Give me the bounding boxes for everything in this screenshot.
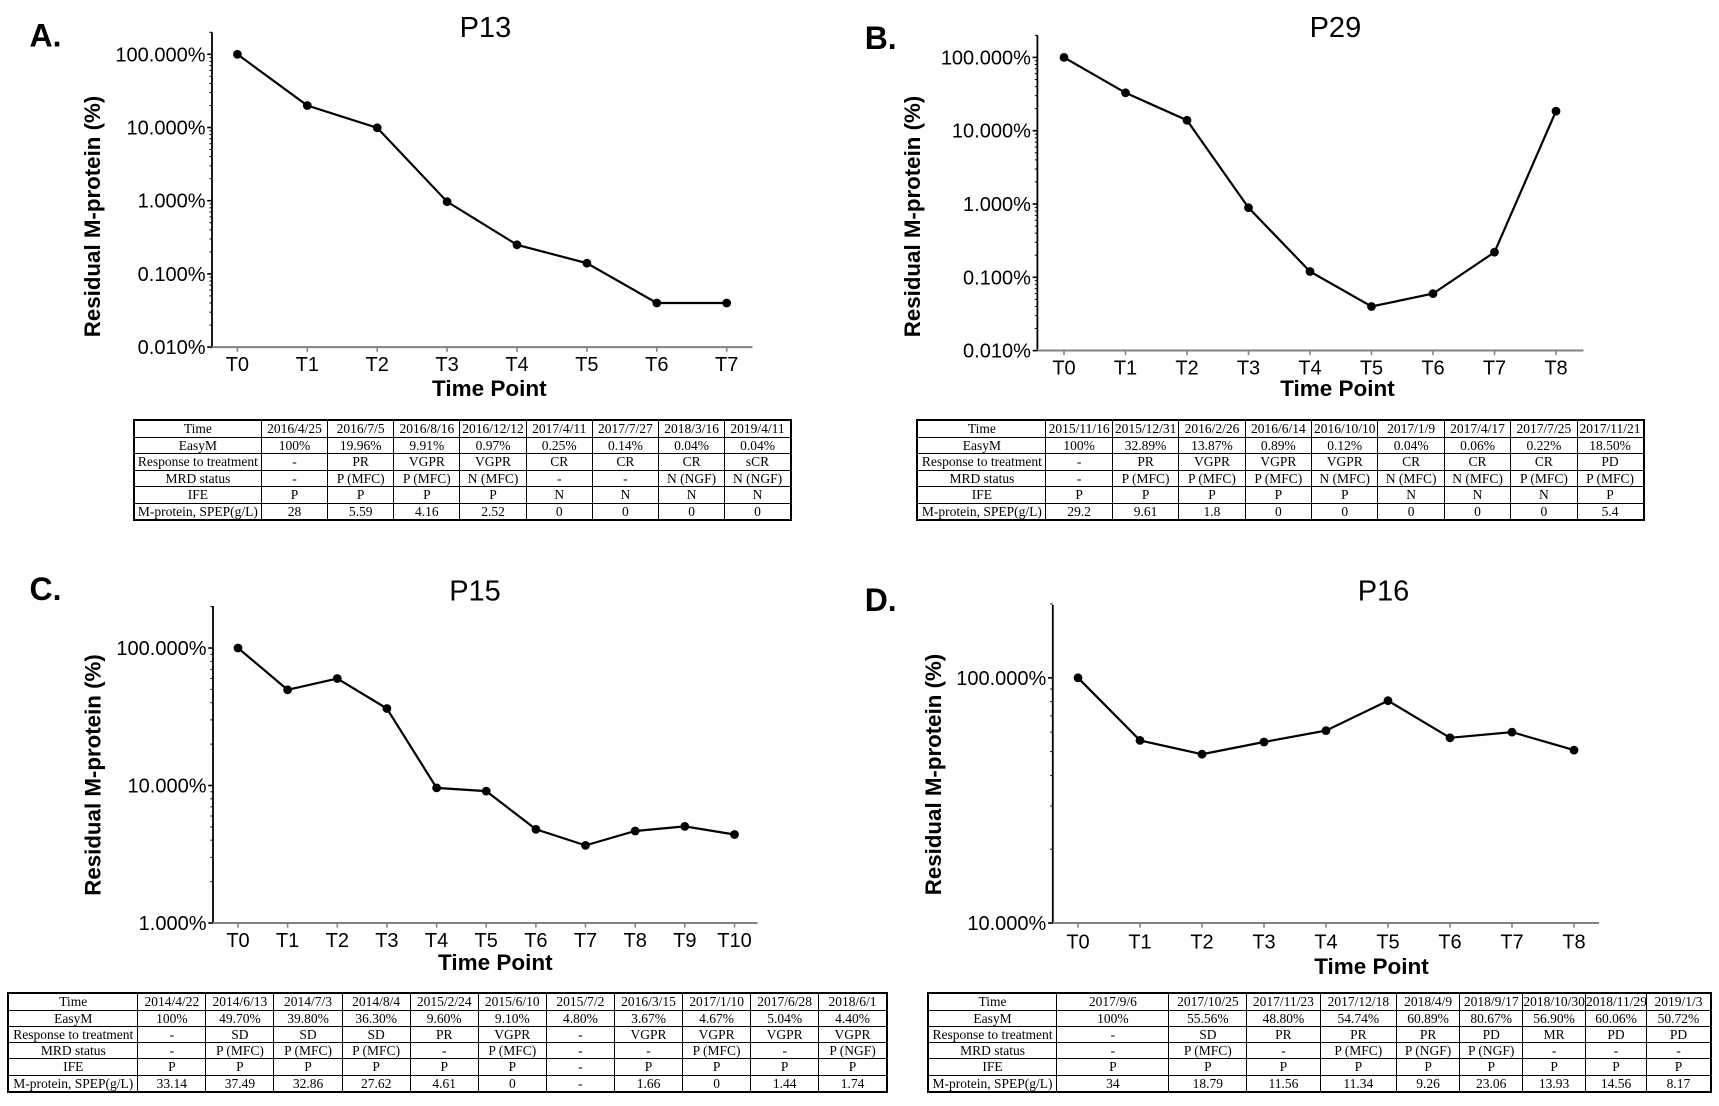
svg-text:T8: T8: [624, 930, 647, 952]
svg-text:1.000%: 1.000%: [138, 191, 206, 213]
svg-text:Residual M-protein (%): Residual M-protein (%): [81, 654, 106, 896]
svg-text:T7: T7: [1483, 357, 1506, 379]
svg-text:T2: T2: [326, 930, 349, 952]
svg-text:T8: T8: [1562, 932, 1585, 954]
svg-text:0.100%: 0.100%: [138, 264, 206, 286]
svg-text:T5: T5: [1360, 357, 1383, 379]
svg-text:Time Point: Time Point: [438, 950, 553, 975]
svg-text:T6: T6: [1438, 932, 1461, 954]
svg-text:10.000%: 10.000%: [127, 118, 206, 140]
svg-text:1.000%: 1.000%: [139, 913, 207, 935]
svg-text:10.000%: 10.000%: [967, 913, 1046, 935]
svg-text:100.000%: 100.000%: [956, 668, 1046, 690]
svg-text:T5: T5: [1376, 932, 1399, 954]
svg-text:P16: P16: [1358, 576, 1410, 608]
svg-text:T0: T0: [226, 930, 249, 952]
svg-text:T7: T7: [574, 930, 597, 952]
svg-text:T2: T2: [366, 354, 389, 376]
svg-text:T1: T1: [276, 930, 299, 952]
svg-text:T4: T4: [425, 930, 448, 952]
svg-text:T4: T4: [1314, 932, 1337, 954]
svg-text:0.010%: 0.010%: [138, 337, 206, 359]
svg-text:T9: T9: [673, 930, 696, 952]
svg-text:T4: T4: [505, 354, 528, 376]
svg-text:T5: T5: [475, 930, 498, 952]
svg-text:Residual M-protein (%): Residual M-protein (%): [80, 96, 105, 338]
svg-text:100.000%: 100.000%: [115, 44, 205, 66]
svg-text:T1: T1: [1114, 357, 1137, 379]
svg-text:T1: T1: [1128, 932, 1151, 954]
svg-text:T0: T0: [1066, 932, 1089, 954]
svg-text:Time Point: Time Point: [432, 376, 547, 401]
svg-text:100.000%: 100.000%: [116, 638, 206, 660]
svg-text:1.000%: 1.000%: [963, 194, 1031, 216]
svg-text:T4: T4: [1298, 357, 1321, 379]
svg-text:T6: T6: [1421, 357, 1444, 379]
svg-text:T5: T5: [575, 354, 598, 376]
svg-text:T10: T10: [717, 930, 751, 952]
svg-text:T2: T2: [1175, 357, 1198, 379]
svg-text:10.000%: 10.000%: [952, 121, 1031, 143]
svg-text:0.100%: 0.100%: [963, 267, 1031, 289]
svg-text:T1: T1: [296, 354, 319, 376]
svg-text:T3: T3: [435, 354, 458, 376]
svg-text:T6: T6: [645, 354, 668, 376]
svg-text:T3: T3: [1237, 357, 1260, 379]
svg-text:A.: A.: [30, 18, 62, 54]
svg-text:T7: T7: [715, 354, 738, 376]
svg-text:C.: C.: [30, 571, 62, 607]
svg-text:D.: D.: [865, 582, 897, 618]
svg-text:T8: T8: [1544, 357, 1567, 379]
svg-text:Residual M-protein (%): Residual M-protein (%): [921, 654, 946, 896]
svg-text:T3: T3: [1252, 932, 1275, 954]
svg-text:Time Point: Time Point: [1314, 954, 1429, 979]
svg-text:P13: P13: [460, 12, 512, 44]
svg-text:0.010%: 0.010%: [963, 341, 1031, 363]
svg-text:10.000%: 10.000%: [128, 776, 207, 798]
svg-text:P29: P29: [1310, 12, 1362, 44]
svg-text:P15: P15: [449, 576, 501, 608]
svg-text:B.: B.: [865, 20, 897, 56]
svg-text:T6: T6: [524, 930, 547, 952]
svg-text:T2: T2: [1190, 932, 1213, 954]
svg-text:100.000%: 100.000%: [941, 47, 1031, 69]
svg-text:Residual M-protein (%): Residual M-protein (%): [900, 96, 925, 338]
svg-text:T3: T3: [375, 930, 398, 952]
svg-text:Time Point: Time Point: [1280, 376, 1395, 401]
svg-text:T0: T0: [1052, 357, 1075, 379]
svg-text:T7: T7: [1500, 932, 1523, 954]
svg-text:T0: T0: [226, 354, 249, 376]
